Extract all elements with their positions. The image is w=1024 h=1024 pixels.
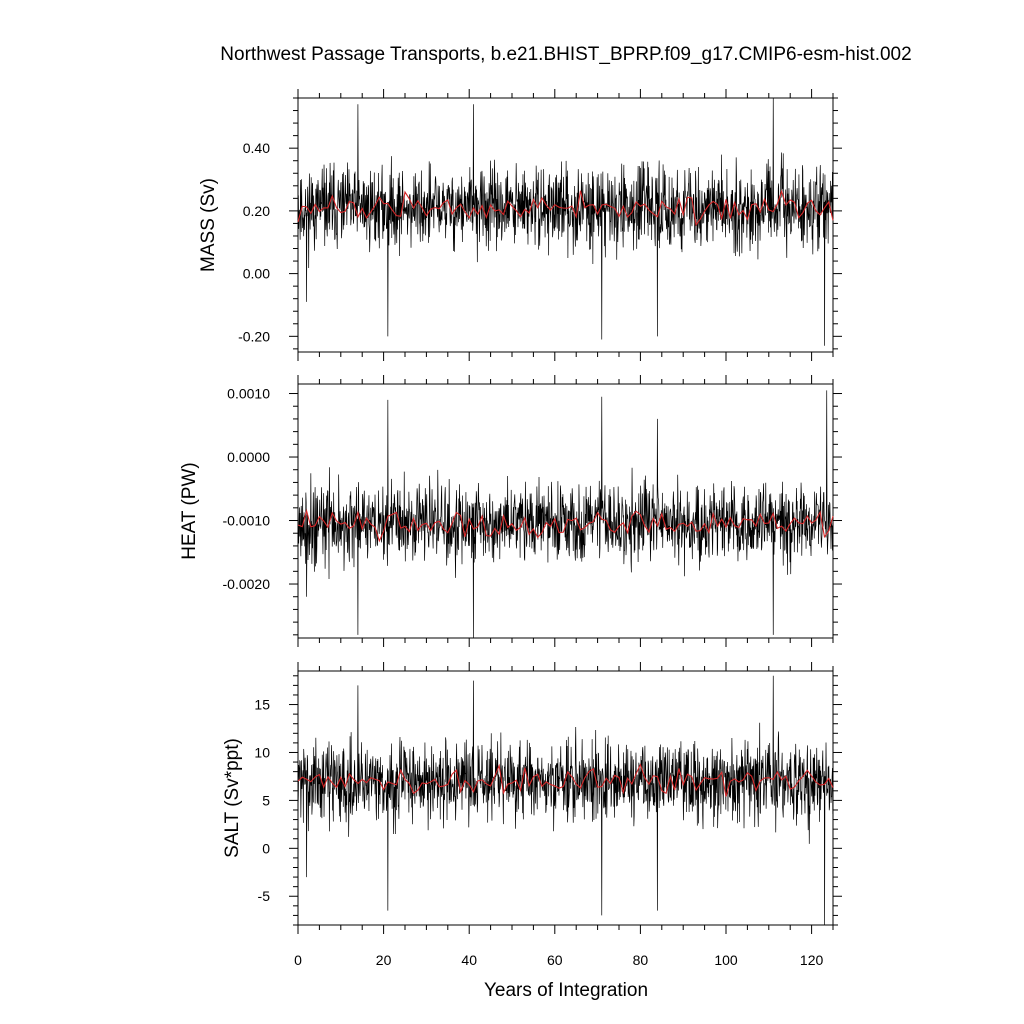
panel-salt-ylabel: SALT (Sv*ppt) [222, 738, 243, 858]
y-tick-label: 0.00 [243, 266, 270, 282]
x-tick-label: 120 [800, 952, 824, 968]
x-axis-label: Years of Integration [484, 980, 648, 1001]
y-tick-label: 0.0000 [227, 449, 270, 465]
series-monthly-line [297, 390, 834, 639]
panel-mass-ylabel: MASS (Sv) [198, 178, 219, 272]
panel-heat: 0.0010 0.0000 -0.0010 -0.0020 HEAT (PW) [179, 375, 842, 647]
panel-salt-plot: 15 10 5 0 -5 0 20 40 60 80 100 120 [254, 662, 842, 968]
y-tick-label: -0.0020 [223, 576, 271, 592]
series-annual-mean-line [297, 508, 834, 543]
panel-mass: 0.40 0.20 0.00 -0.20 MASS (Sv) [198, 89, 842, 361]
series-monthly-line [297, 97, 834, 346]
panel-mass-plot: 0.40 0.20 0.00 -0.20 [238, 89, 842, 361]
panel-salt: 15 10 5 0 -5 0 20 40 60 80 100 120 SALT (Sv*ppt) [222, 662, 842, 968]
y-tick-label: -0.0010 [223, 513, 271, 529]
panel-heat-ylabel: HEAT (PW) [179, 462, 200, 559]
series-monthly-line [297, 675, 834, 926]
y-tick-label: 15 [254, 697, 270, 713]
series-annual-mean-line [297, 763, 834, 797]
y-tick-label: 0.0010 [227, 386, 270, 402]
y-tick-label: 0 [262, 840, 270, 856]
y-tick-label: -5 [258, 888, 271, 904]
panel-heat-frame [297, 383, 834, 639]
x-tick-label: 0 [294, 952, 302, 968]
y-tick-label: 5 [262, 792, 270, 808]
y-tick-label: 10 [254, 744, 270, 760]
x-tick-label: 80 [633, 952, 649, 968]
y-tick-label: -0.20 [238, 328, 270, 344]
x-tick-label: 40 [461, 952, 477, 968]
x-tick-label: 60 [547, 952, 563, 968]
chart-title: Northwest Passage Transports, b.e21.BHIS… [220, 44, 912, 65]
panel-heat-plot: 0.0010 0.0000 -0.0010 -0.0020 [223, 375, 842, 647]
y-tick-label: 0.40 [243, 140, 270, 156]
series-annual-mean-line [297, 189, 834, 227]
y-tick-label: 0.20 [243, 203, 270, 219]
x-tick-label: 20 [376, 952, 392, 968]
x-tick-label: 100 [714, 952, 738, 968]
